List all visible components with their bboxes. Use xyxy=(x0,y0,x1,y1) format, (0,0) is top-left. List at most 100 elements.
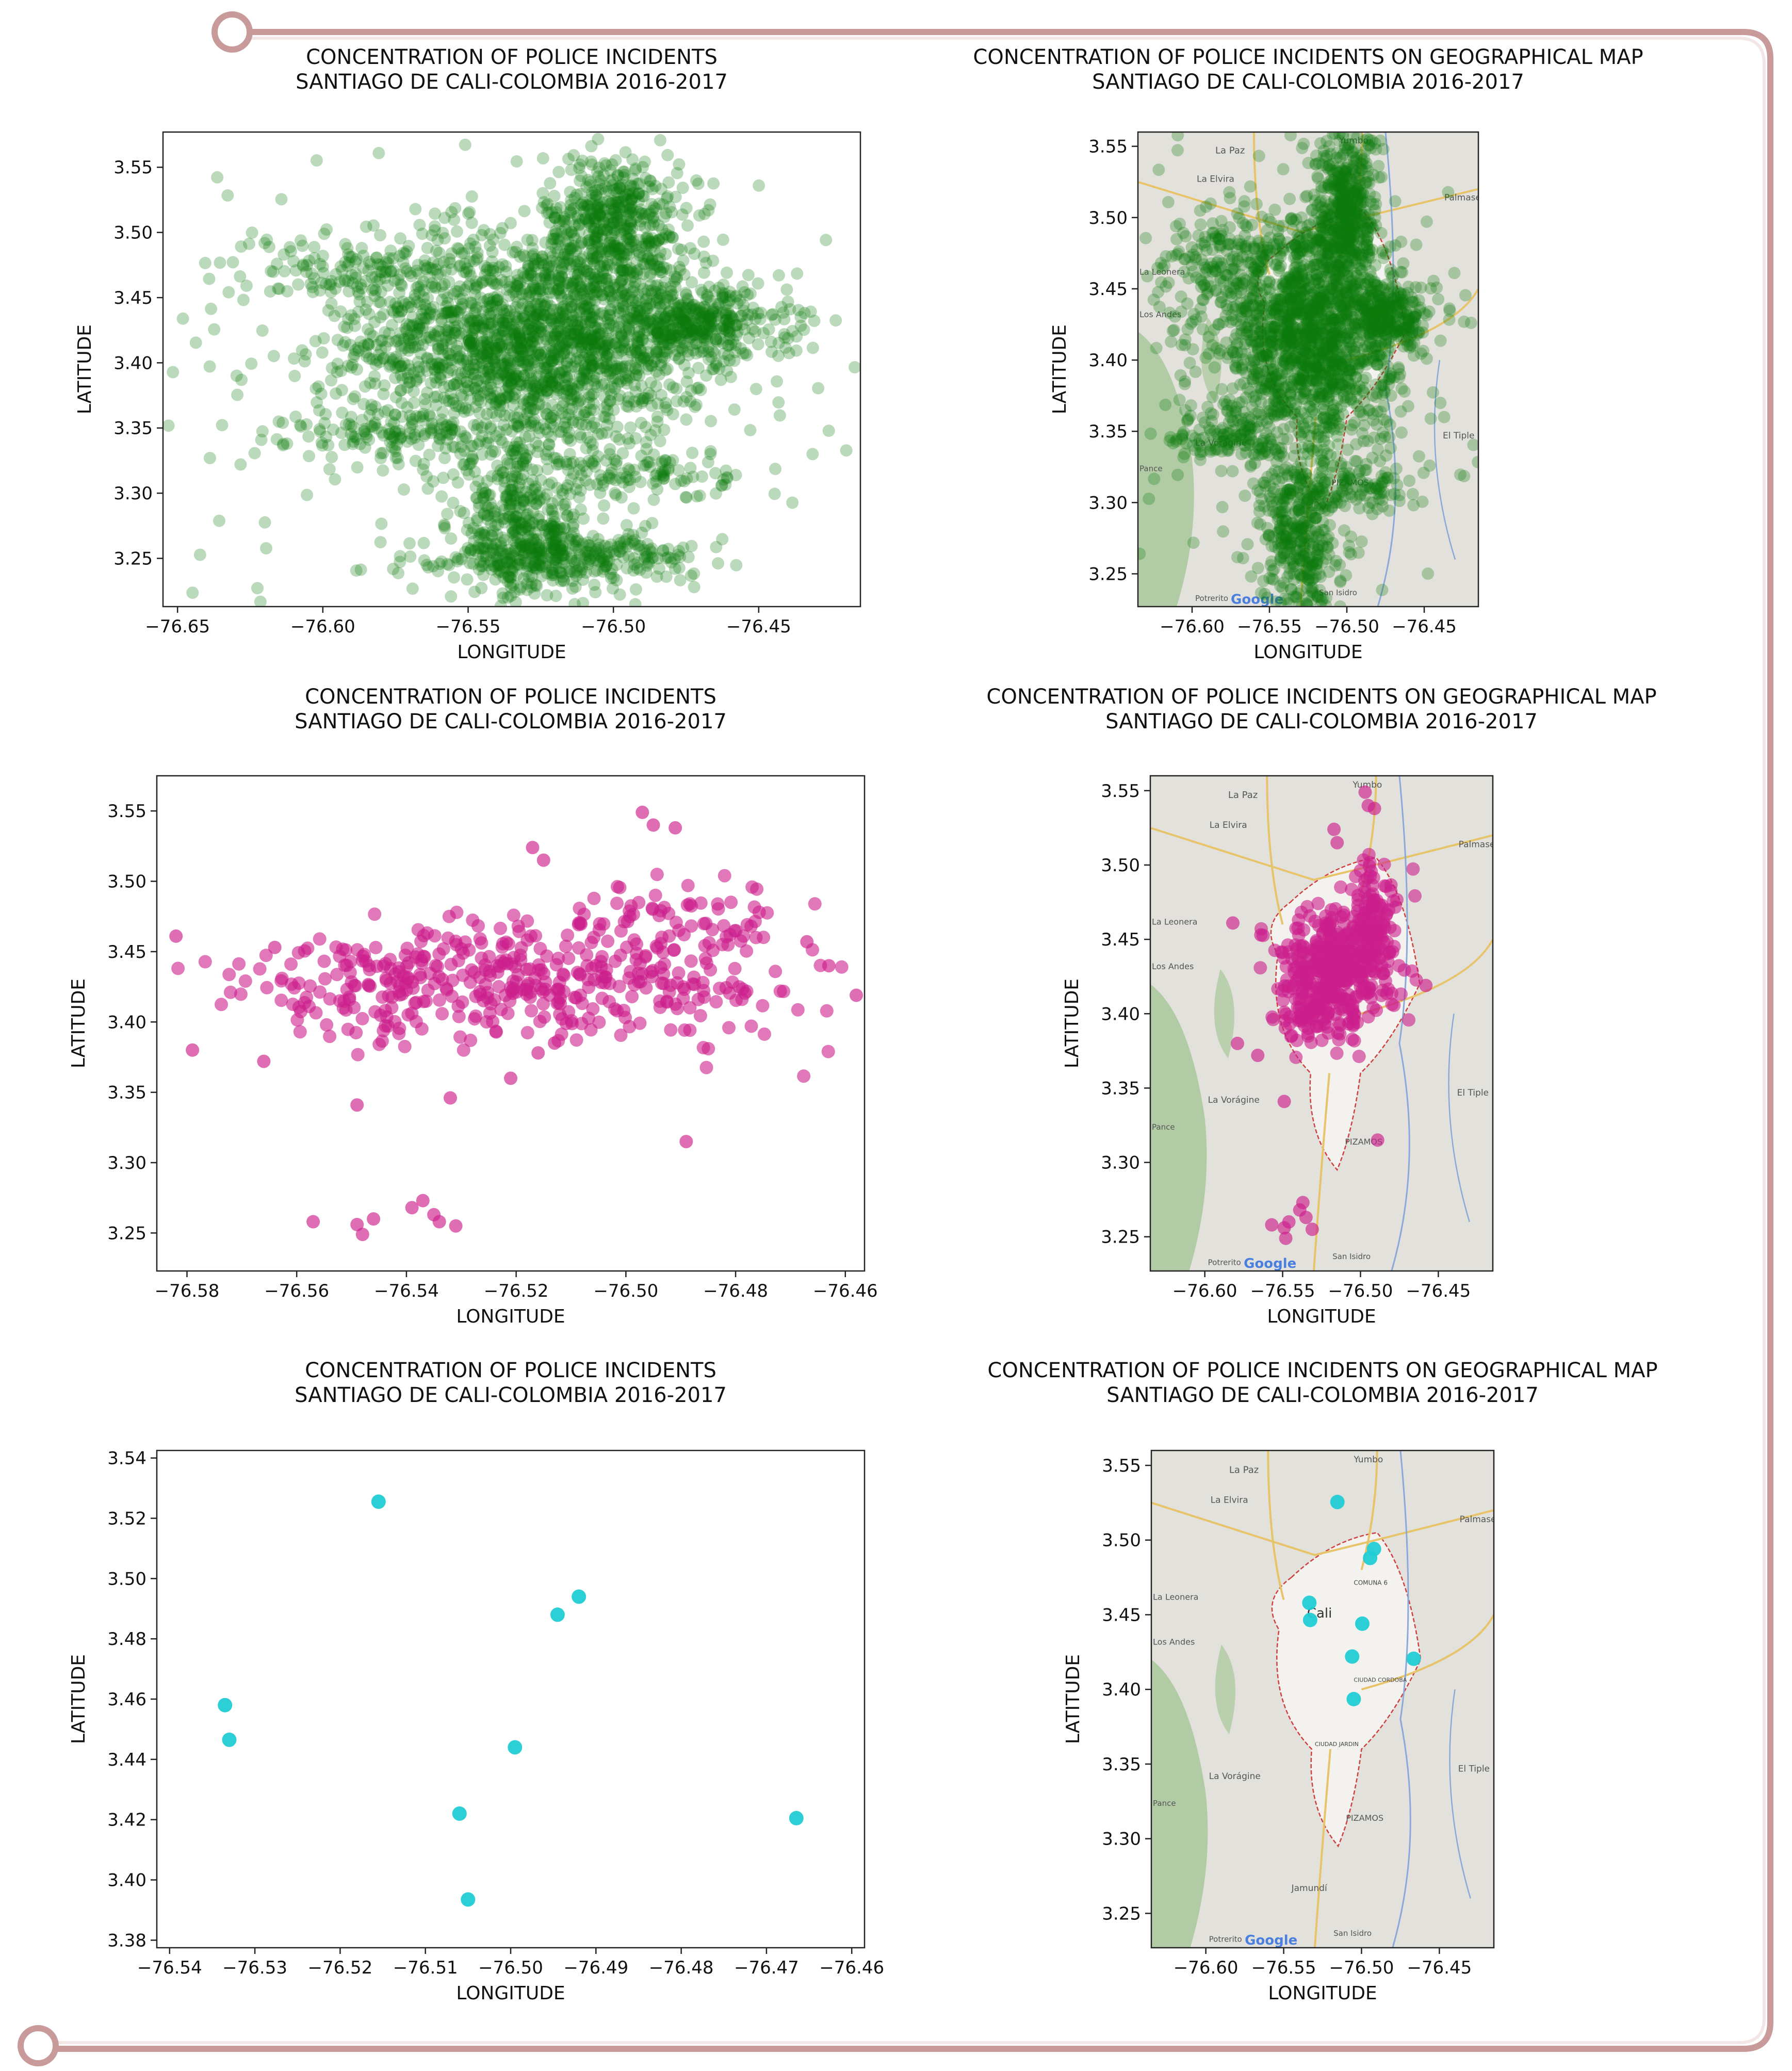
data-point xyxy=(552,425,565,438)
data-point xyxy=(522,354,535,367)
data-point xyxy=(685,569,697,582)
data-point xyxy=(528,356,541,369)
data-point xyxy=(458,266,470,279)
data-point xyxy=(498,358,511,371)
data-point xyxy=(570,274,583,287)
data-point xyxy=(619,289,632,302)
data-point xyxy=(451,369,464,382)
data-point xyxy=(391,302,404,315)
data-point xyxy=(514,336,527,349)
data-point xyxy=(364,327,377,340)
data-point xyxy=(445,333,458,345)
data-point xyxy=(526,324,538,337)
data-point xyxy=(484,264,497,277)
data-point xyxy=(532,309,545,322)
data-point xyxy=(502,325,514,338)
data-point xyxy=(413,321,426,334)
data-point xyxy=(474,380,487,393)
data-point xyxy=(772,269,785,282)
data-point xyxy=(482,317,495,330)
data-point xyxy=(553,306,566,319)
data-point xyxy=(481,350,494,363)
data-point xyxy=(409,203,422,216)
data-point xyxy=(623,325,636,338)
data-point xyxy=(513,376,526,388)
data-point xyxy=(460,266,473,279)
data-point xyxy=(248,447,261,460)
data-point xyxy=(729,346,742,358)
data-point xyxy=(533,321,546,334)
data-point xyxy=(490,396,502,409)
data-point xyxy=(424,303,437,316)
data-point xyxy=(320,223,333,236)
data-point xyxy=(532,390,545,403)
data-point xyxy=(496,258,509,271)
data-point xyxy=(400,324,413,337)
data-point xyxy=(482,327,495,340)
data-point xyxy=(436,293,449,306)
data-point xyxy=(554,325,567,338)
data-point xyxy=(533,320,545,333)
data-point xyxy=(685,540,698,552)
data-point xyxy=(583,307,596,320)
data-point xyxy=(555,313,567,326)
data-point xyxy=(651,317,664,330)
data-point xyxy=(432,342,445,355)
data-point xyxy=(531,309,544,322)
data-point xyxy=(464,393,477,406)
data-point xyxy=(626,314,639,327)
data-point xyxy=(515,288,528,300)
data-point xyxy=(511,280,524,292)
data-point xyxy=(654,134,666,146)
data-point xyxy=(471,438,484,451)
data-point xyxy=(517,309,530,322)
data-point xyxy=(524,304,536,317)
data-point xyxy=(822,425,835,437)
data-point xyxy=(444,420,457,433)
data-point xyxy=(576,373,589,386)
data-point xyxy=(626,285,639,298)
data-point xyxy=(587,304,600,317)
data-point xyxy=(455,441,467,453)
data-point xyxy=(484,538,497,551)
data-point xyxy=(428,220,441,233)
data-point xyxy=(493,395,506,407)
data-point xyxy=(642,284,655,297)
data-point xyxy=(558,346,571,359)
data-point xyxy=(567,383,580,396)
chart-title-line: SANTIAGO DE CALI-COLOMBIA 2016-2017 xyxy=(1092,70,1524,94)
data-point xyxy=(394,278,407,291)
data-point xyxy=(649,424,662,437)
data-point xyxy=(567,289,580,302)
data-point xyxy=(370,252,383,265)
x-tick-label: −76.55 xyxy=(436,616,501,637)
data-point xyxy=(362,337,374,350)
data-point xyxy=(359,380,371,393)
data-point xyxy=(518,205,531,218)
data-point xyxy=(490,345,503,357)
data-point xyxy=(373,355,386,368)
data-point xyxy=(606,291,619,304)
data-point xyxy=(670,272,683,285)
data-point xyxy=(411,327,424,339)
data-point xyxy=(779,341,792,354)
data-point xyxy=(752,338,764,351)
data-point xyxy=(554,330,567,343)
data-point xyxy=(512,313,525,325)
data-point xyxy=(473,342,485,355)
data-point xyxy=(432,258,445,271)
data-point xyxy=(518,316,531,329)
data-point xyxy=(580,265,593,278)
data-point xyxy=(584,268,597,280)
data-point xyxy=(428,308,441,321)
data-point xyxy=(509,335,522,348)
data-point xyxy=(557,266,569,279)
data-point xyxy=(531,386,544,399)
data-point xyxy=(600,365,613,378)
data-point xyxy=(645,399,658,412)
data-point xyxy=(680,202,693,215)
data-point xyxy=(467,371,480,384)
data-point xyxy=(742,269,755,282)
data-point xyxy=(588,340,600,353)
data-point xyxy=(394,232,407,245)
